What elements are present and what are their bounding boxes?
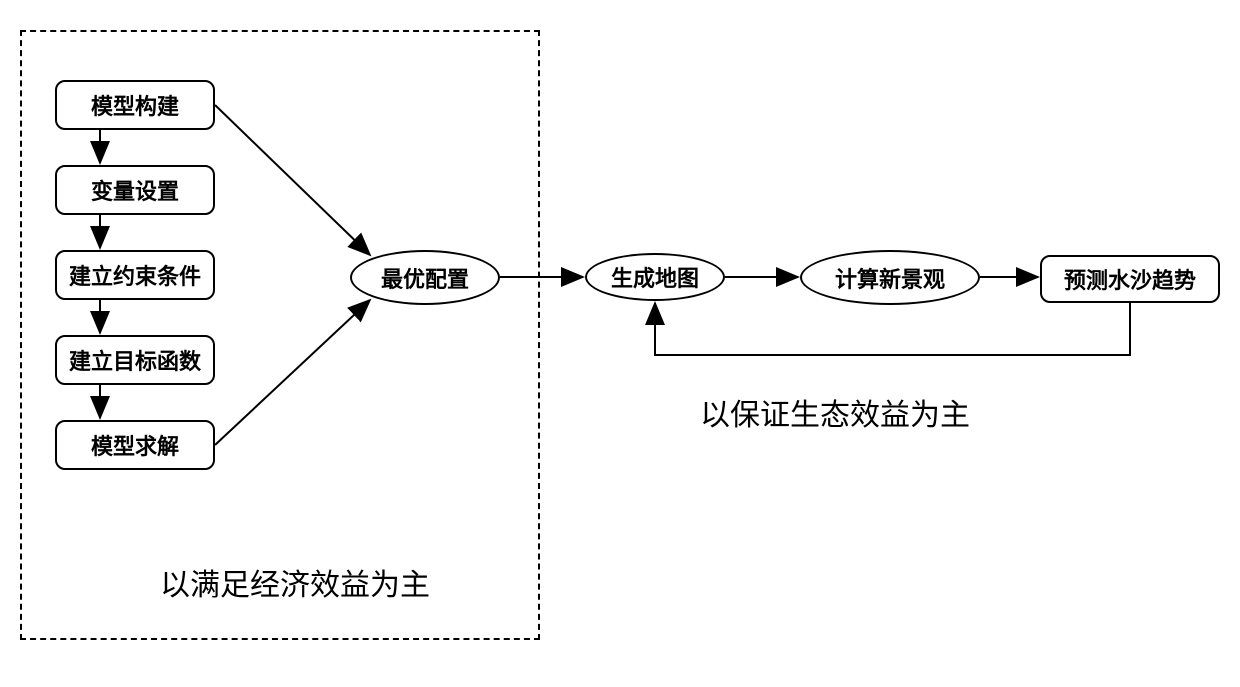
caption-left-text: 以满足经济效益为主 [160, 569, 430, 602]
node-step3: 建立约束条件 [55, 250, 215, 300]
caption-right-text: 以保证生态效益为主 [700, 399, 970, 432]
node-predict-label: 预测水沙趋势 [1064, 263, 1196, 295]
node-optimal-label: 最优配置 [381, 262, 469, 294]
caption-right: 以保证生态效益为主 [700, 390, 970, 434]
node-step2: 变量设置 [55, 165, 215, 215]
node-optimal: 最优配置 [350, 250, 500, 305]
node-genmap: 生成地图 [585, 253, 725, 301]
diagram-container: 模型构建 变量设置 建立约束条件 建立目标函数 模型求解 最优配置 生成地图 计… [0, 0, 1240, 687]
node-step4: 建立目标函数 [55, 335, 215, 385]
node-predict: 预测水沙趋势 [1040, 255, 1220, 303]
arrow-predict-genmap-feedback [655, 303, 1130, 355]
node-step5: 模型求解 [55, 420, 215, 470]
node-genmap-label: 生成地图 [611, 261, 699, 293]
node-step1: 模型构建 [55, 80, 215, 130]
node-calcnew-label: 计算新景观 [835, 262, 945, 294]
node-step3-label: 建立约束条件 [69, 259, 201, 291]
node-step1-label: 模型构建 [91, 89, 179, 121]
caption-left: 以满足经济效益为主 [160, 560, 430, 604]
node-calcnew: 计算新景观 [800, 250, 980, 305]
node-step2-label: 变量设置 [91, 174, 179, 206]
node-step5-label: 模型求解 [91, 429, 179, 461]
node-step4-label: 建立目标函数 [69, 344, 201, 376]
